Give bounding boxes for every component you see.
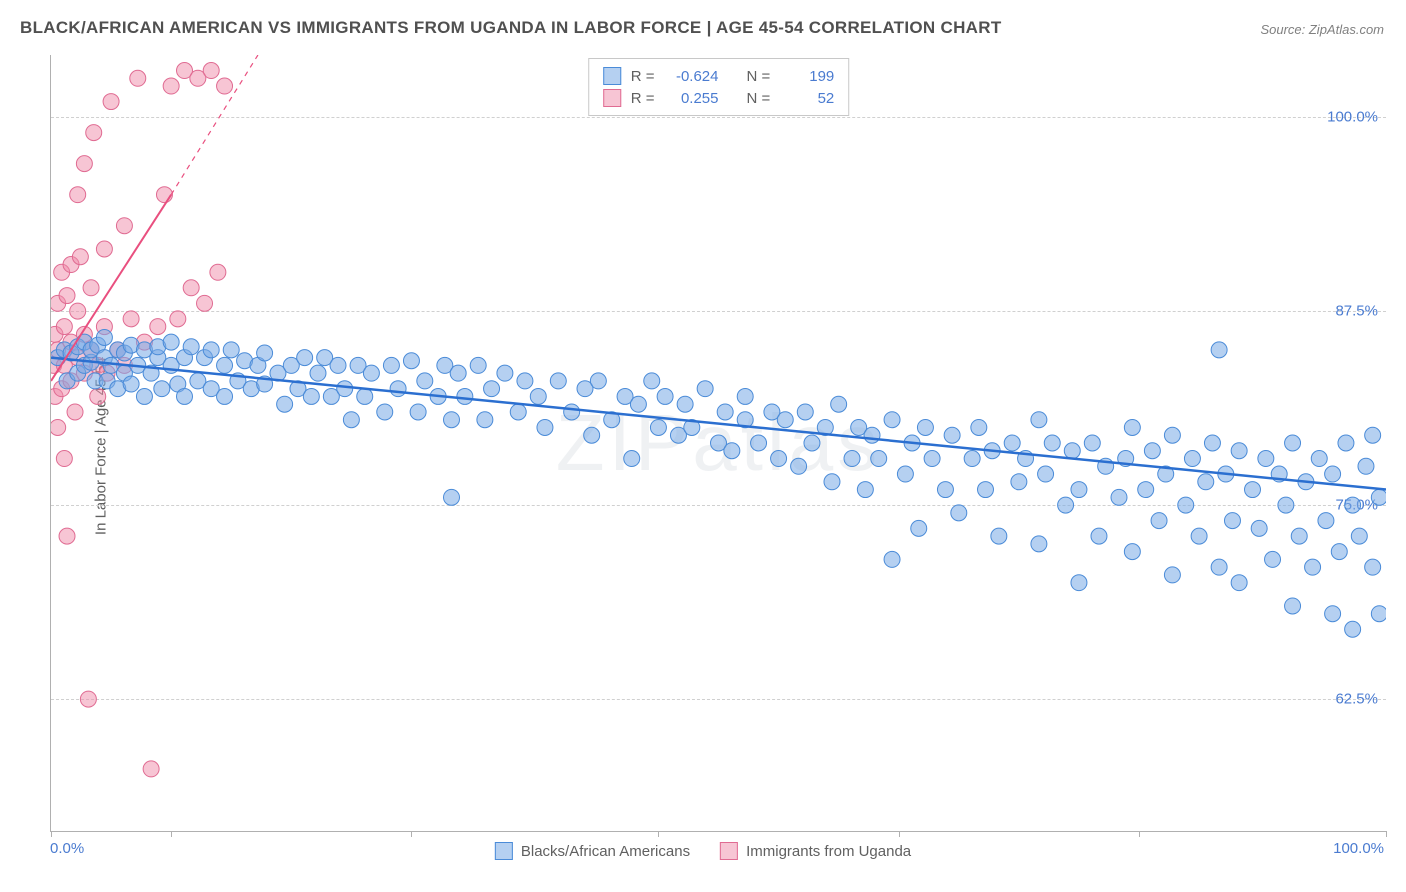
legend-swatch-pink <box>603 89 621 107</box>
legend-item-pink: Immigrants from Uganda <box>720 842 911 860</box>
legend-label-pink: Immigrants from Uganda <box>746 843 911 860</box>
legend-row-blue: R = -0.624 N = 199 <box>603 65 835 87</box>
x-axis-max-label: 100.0% <box>1333 840 1384 857</box>
source-attribution: Source: ZipAtlas.com <box>1260 22 1384 37</box>
legend-swatch-blue <box>603 67 621 85</box>
x-tick-mark <box>51 831 52 837</box>
x-tick-mark <box>899 831 900 837</box>
r-value-blue: -0.624 <box>665 68 719 85</box>
x-tick-mark <box>171 831 172 837</box>
r-label: R = <box>631 68 655 85</box>
scatter-svg <box>51 55 1386 831</box>
x-tick-mark <box>1386 831 1387 837</box>
x-tick-mark <box>658 831 659 837</box>
chart-plot-area: ZIPatlas R = -0.624 N = 199 R = 0.255 N … <box>50 55 1386 832</box>
x-axis-min-label: 0.0% <box>50 840 84 857</box>
n-value-blue: 199 <box>780 68 834 85</box>
n-label: N = <box>747 68 771 85</box>
legend-item-blue: Blacks/African Americans <box>495 842 690 860</box>
r-value-pink: 0.255 <box>665 90 719 107</box>
series-legend: Blacks/African Americans Immigrants from… <box>495 842 911 860</box>
x-tick-mark <box>411 831 412 837</box>
chart-title: BLACK/AFRICAN AMERICAN VS IMMIGRANTS FRO… <box>20 18 1002 38</box>
legend-swatch-pink-icon <box>720 842 738 860</box>
correlation-legend: R = -0.624 N = 199 R = 0.255 N = 52 <box>588 58 850 116</box>
legend-row-pink: R = 0.255 N = 52 <box>603 87 835 109</box>
legend-swatch-blue-icon <box>495 842 513 860</box>
x-tick-mark <box>1139 831 1140 837</box>
n-value-pink: 52 <box>780 90 834 107</box>
legend-label-blue: Blacks/African Americans <box>521 843 690 860</box>
r-label: R = <box>631 90 655 107</box>
n-label: N = <box>747 90 771 107</box>
